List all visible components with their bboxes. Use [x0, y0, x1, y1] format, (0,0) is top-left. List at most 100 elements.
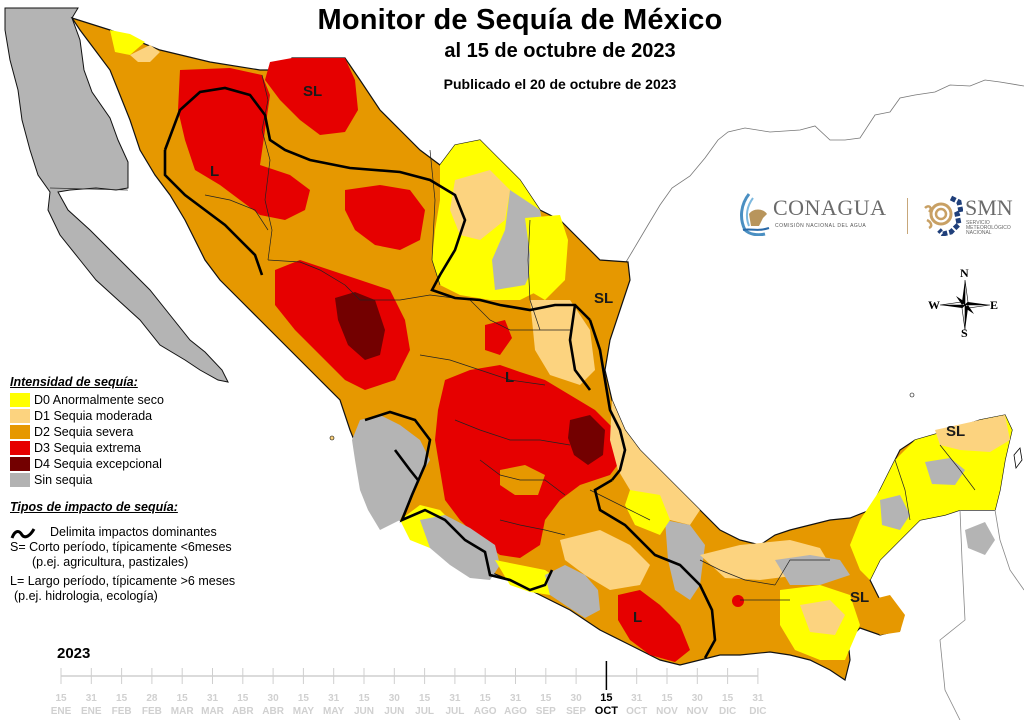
timeline-year: 2023 [57, 645, 91, 662]
smn-subtitle: SERVICIO METEOROLÓGICO NACIONAL [966, 220, 1011, 236]
map-date: al 15 de octubre de 2023 [444, 40, 676, 62]
d2-chiapas-east [868, 595, 905, 635]
logo-divider [907, 198, 908, 234]
compass-rose: N S W E [928, 266, 1002, 342]
d1-veracruz [610, 400, 700, 525]
belize-border [994, 509, 1024, 591]
impact-region-label: L [210, 163, 220, 180]
d3-tabasco-spot [732, 595, 744, 607]
timeline-tick: 30 NOV [686, 693, 709, 717]
d1-east-central [530, 300, 595, 385]
timeline-tick: 15 SEP [535, 693, 556, 717]
d1-sonora-north [130, 45, 160, 62]
d0-veracruz [625, 490, 670, 535]
timeline-tick: 15 JUN [353, 693, 374, 717]
timeline-tick: 15 NOV [656, 693, 678, 717]
impact-region-label: L [505, 369, 515, 386]
timeline-tick: 30 SEP [566, 693, 587, 717]
none-michoacan-coast [420, 515, 500, 580]
timeline-tick: 31 ENE [81, 693, 102, 717]
compass-west: W [928, 298, 940, 312]
d1-yucatan-north [935, 415, 1010, 452]
timeline-tick: 15 ENE [50, 693, 72, 717]
none-jalisco [352, 415, 430, 530]
legend-label: D2 Sequia severa [34, 425, 134, 439]
timeline-tick: 15 ABR [231, 693, 254, 717]
conagua-logo-icon [740, 193, 770, 236]
intensity-legend-heading: Intensidad de sequía: [10, 375, 138, 389]
impact-region-label: SL [303, 83, 323, 100]
d4-durango [335, 292, 385, 360]
timeline-tick: 31 MAR [201, 693, 224, 717]
legend-item-d2: D2 Sequia severa [10, 424, 300, 440]
timeline-tick: 15 MAY [292, 693, 315, 717]
timeline-tick: 15 MAR [170, 693, 194, 717]
agency-logos: CONAGUA COMISIÓN NACIONAL DEL AGUA SMN S… [735, 190, 1024, 240]
timeline-tick: 28 FEB [141, 693, 162, 717]
legend-label: D3 Sequia extrema [34, 441, 142, 455]
d3-small-central [485, 320, 512, 355]
timeline-tick: 15 DIC [718, 693, 737, 717]
timeline-tick: 31 AGO [504, 693, 527, 717]
legend-label: D1 Sequia moderada [34, 409, 153, 423]
long-term-examples: (p.ej. hidrologia, ecología) [14, 589, 158, 603]
conagua-subtitle: COMISIÓN NACIONAL DEL AGUA [775, 223, 867, 229]
legend-item-d4: D4 Sequia excepcional [10, 456, 300, 472]
impact-region-label: SL [850, 589, 870, 606]
d0-yucatan [850, 415, 1012, 580]
legend-swatch [10, 473, 30, 487]
d1-chiapas-inner [800, 600, 845, 635]
none-yucatan [925, 458, 965, 485]
long-term-label: L= Largo período, típicamente >6 meses [10, 574, 236, 588]
legend-label: D4 Sequia excepcional [34, 457, 162, 471]
d3-central-mexico [435, 365, 625, 558]
impact-legend-heading: Tipos de impacto de sequía: [10, 500, 178, 514]
short-term-label: S= Corto período, típicamente <6meses [10, 540, 232, 554]
delimiter-line-icon [10, 527, 36, 539]
legend-label: D0 Anormalmente seco [34, 393, 164, 407]
impact-delimiter-label: Delimita impactos dominantes [50, 525, 217, 539]
timeline-current-date: 15 OCT [594, 692, 618, 717]
timeline-tick: 15 FEB [111, 693, 132, 717]
impact-delimiter-row: Delimita impactos dominantes [10, 525, 310, 540]
us-gulf-coastline [611, 79, 1024, 291]
d3-oaxaca [618, 590, 690, 662]
impact-delimiters [163, 86, 717, 659]
compass-north: N [960, 266, 969, 280]
legend-swatch [10, 425, 30, 439]
legend-item-d3: D3 Sequia extrema [10, 440, 300, 456]
timeline-tick: 31 OCT [626, 693, 648, 717]
map-title: Monitor de Sequía de México [317, 4, 723, 36]
conagua-name: CONAGUA [773, 195, 887, 220]
impact-region-label: SL [946, 423, 966, 440]
guatemala-border [939, 509, 966, 720]
timeline: 15 ENE 31 ENE 15 FEB 28 FEB 15 MAR 31 MAR 15 ABR 30 ABR… [0, 660, 1024, 720]
none-quintana-roo [965, 522, 995, 555]
legend-swatch [10, 441, 30, 455]
d3-north-chihuahua [178, 68, 310, 220]
compass-south: S [961, 326, 968, 340]
timeline-axis [60, 661, 759, 690]
timeline-tick: 30 JUN [384, 693, 405, 717]
compass-star-icon [939, 279, 991, 331]
legend-swatch [10, 409, 30, 423]
legend-item-d1: D1 Sequia moderada [10, 408, 300, 424]
timeline-tick: 31 DIC [749, 693, 767, 717]
compass-east: E [990, 298, 999, 312]
d3-central-north [345, 185, 425, 250]
legend-label: Sin sequia [34, 473, 93, 487]
timeline-tick: 31 MAY [323, 693, 345, 717]
baja-california [4, 7, 229, 383]
none-chiapas [775, 555, 850, 585]
legend-item-none: Sin sequia [10, 472, 300, 488]
timeline-tick: 31 JUL [445, 693, 465, 717]
smn-logo-icon [924, 195, 963, 236]
intensity-legend: Intensidad de sequía: D0 Anormalmente se… [10, 375, 300, 488]
impact-region-label: L [633, 609, 643, 626]
d0-sonora-north [110, 30, 145, 55]
impact-region-label: SL [594, 290, 614, 307]
d0-nuevo-leon [525, 215, 568, 300]
d4-queretaro [568, 415, 605, 465]
d2-tabasco [705, 585, 755, 625]
short-term-examples: (p.ej. agricultura, pastizales) [32, 555, 189, 569]
